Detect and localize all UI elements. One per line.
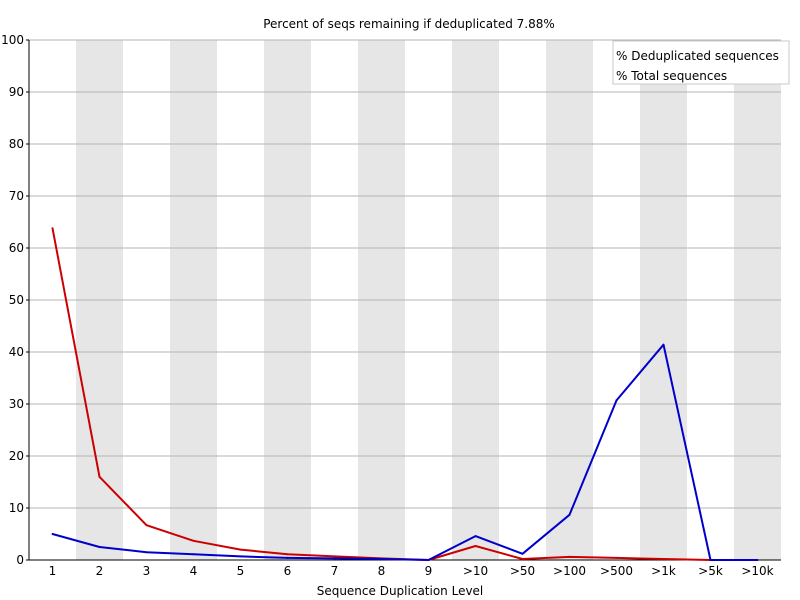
series-0-point <box>51 227 54 230</box>
series-0-point <box>145 524 148 527</box>
series-1-point <box>98 546 101 548</box>
y-tick-label: 10 <box>9 501 24 515</box>
x-tick-label: 4 <box>190 564 198 578</box>
series-1-point <box>192 553 195 556</box>
x-axis-label: Sequence Duplication Level <box>317 584 484 598</box>
y-tick-label: 100 <box>1 33 24 47</box>
series-1-point <box>427 559 430 561</box>
y-tick-label: 30 <box>9 397 24 411</box>
x-tick-label: >500 <box>600 564 633 578</box>
series-1-point <box>286 556 289 559</box>
y-tick-label: 40 <box>9 345 24 359</box>
series-1-point <box>521 552 524 555</box>
y-tick-label: 90 <box>9 85 24 99</box>
series-1-point <box>380 557 383 560</box>
x-tick-label: >10k <box>741 564 773 578</box>
legend-entry-deduplicated: % Deduplicated sequences <box>616 49 779 63</box>
x-tick-label: >50 <box>510 564 535 578</box>
x-tick-label: 7 <box>331 564 339 578</box>
y-tick-label: 0 <box>16 553 24 567</box>
y-tick-label: 70 <box>9 189 24 203</box>
series-1-point <box>568 513 571 516</box>
series-0-point <box>192 539 195 542</box>
y-tick-label: 60 <box>9 241 24 255</box>
series-0-point <box>333 555 336 558</box>
chart-title: Percent of seqs remaining if deduplicate… <box>263 17 555 31</box>
series-lines <box>51 227 759 561</box>
series-line-1 <box>52 343 758 561</box>
x-tick-label: >100 <box>553 564 586 578</box>
x-tick-label: 5 <box>237 564 245 578</box>
series-0-point <box>286 553 289 556</box>
y-tick-labels: 0 10 20 30 40 50 60 70 80 90 100 <box>1 33 29 567</box>
series-1-point <box>333 557 336 560</box>
series-1-point <box>756 559 759 561</box>
series-1-point <box>474 535 477 538</box>
x-tick-label: 9 <box>425 564 433 578</box>
series-0-point <box>662 557 665 560</box>
series-1-point <box>51 533 54 535</box>
series-0-point <box>239 548 242 551</box>
x-tick-label: 8 <box>378 564 386 578</box>
gridlines <box>29 39 781 509</box>
series-0-point <box>568 555 571 558</box>
x-tick-label: >1k <box>651 564 676 578</box>
series-0-point <box>521 557 524 560</box>
series-0-point <box>615 556 618 559</box>
series-1-point <box>145 551 148 554</box>
x-tick-label: 2 <box>96 564 104 578</box>
series-1-point <box>662 343 665 346</box>
y-tick-label: 50 <box>9 293 24 307</box>
x-tick-label: >5k <box>698 564 723 578</box>
legend: % Deduplicated sequences % Total sequenc… <box>612 40 790 85</box>
legend-box <box>612 40 790 85</box>
y-tick-label: 80 <box>9 137 24 151</box>
legend-entry-total: % Total sequences <box>616 69 727 83</box>
x-tick-label: 6 <box>284 564 292 578</box>
x-tick-labels: 1 2 3 4 5 6 7 8 9 >10 >50 >100 >500 >1k >5k >10k <box>49 564 774 578</box>
series-0-point <box>98 475 101 478</box>
x-tick-label: 1 <box>49 564 57 578</box>
x-tick-label: 3 <box>143 564 151 578</box>
series-0-point <box>474 544 477 547</box>
series-1-point <box>709 559 712 561</box>
series-1-point <box>239 555 242 558</box>
series-1-point <box>615 399 618 402</box>
x-tick-label: >10 <box>463 564 488 578</box>
y-tick-label: 20 <box>9 449 24 463</box>
